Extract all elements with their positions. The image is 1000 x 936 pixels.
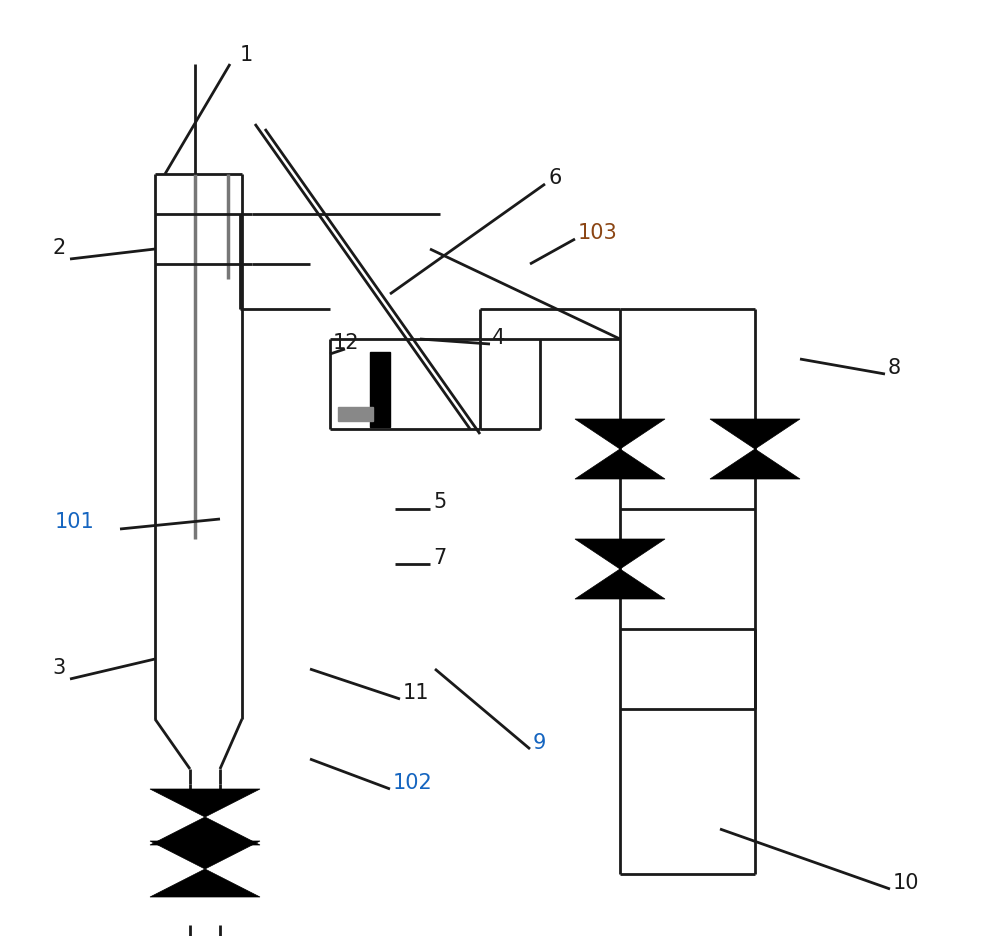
Text: 12: 12 (333, 332, 360, 353)
Bar (370, 353, 390, 428)
Text: 103: 103 (578, 223, 618, 242)
Polygon shape (575, 539, 665, 569)
Text: 9: 9 (533, 732, 546, 753)
Text: 1: 1 (240, 45, 253, 65)
Text: 11: 11 (403, 682, 430, 702)
Polygon shape (575, 569, 665, 599)
Polygon shape (150, 841, 260, 869)
Polygon shape (575, 449, 665, 479)
Text: 2: 2 (52, 238, 65, 257)
Text: 8: 8 (888, 358, 901, 377)
Polygon shape (150, 817, 260, 845)
Polygon shape (150, 789, 260, 817)
Polygon shape (575, 419, 665, 449)
Polygon shape (150, 869, 260, 897)
Text: 102: 102 (393, 772, 433, 792)
Polygon shape (710, 419, 800, 449)
Text: 4: 4 (492, 328, 505, 347)
Bar (338, 407, 373, 421)
Text: 6: 6 (548, 168, 561, 188)
Text: 7: 7 (433, 548, 446, 567)
Text: 101: 101 (55, 511, 95, 532)
Text: 10: 10 (893, 872, 919, 892)
Text: 3: 3 (52, 657, 65, 678)
Text: 5: 5 (433, 491, 446, 511)
Polygon shape (710, 449, 800, 479)
